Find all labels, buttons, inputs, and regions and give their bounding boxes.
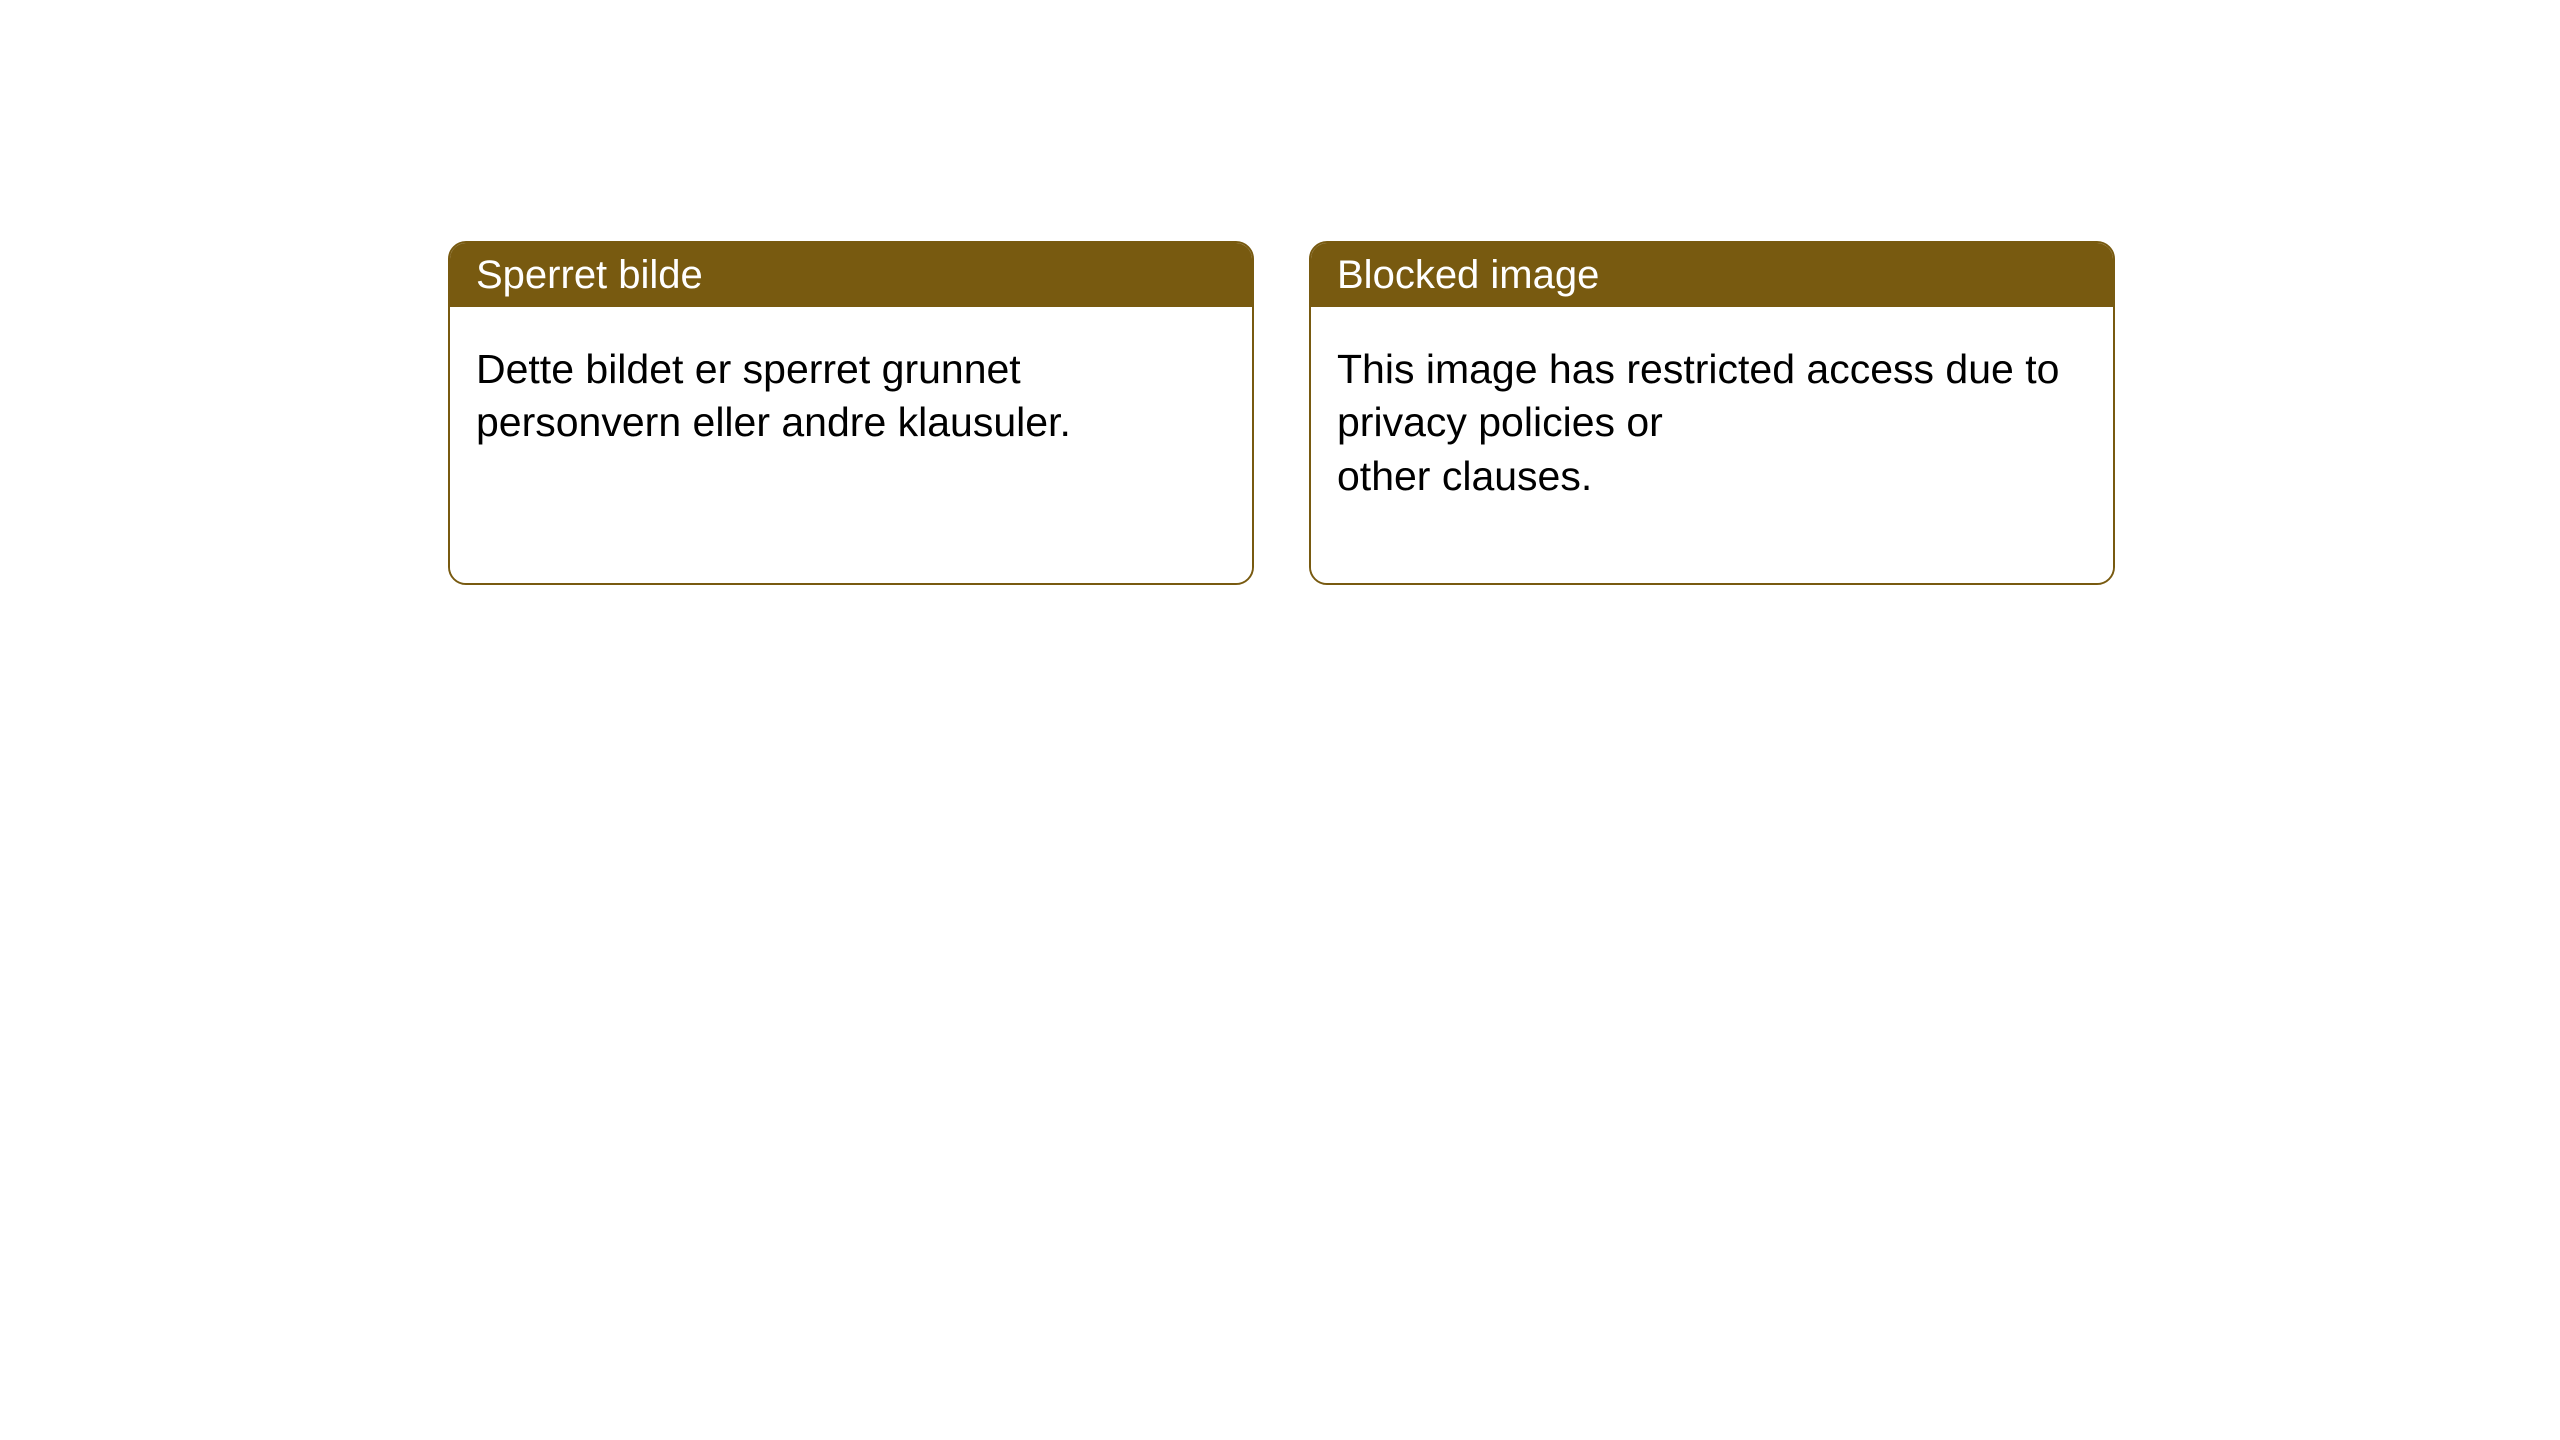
notice-card-title: Sperret bilde [476,253,703,297]
notice-card-header: Sperret bilde [450,243,1252,307]
notice-card-text: This image has restricted access due to … [1337,346,2059,499]
notice-cards-row: Sperret bilde Dette bildet er sperret gr… [448,241,2115,585]
notice-card-en: Blocked image This image has restricted … [1309,241,2115,585]
notice-card-title: Blocked image [1337,253,1599,297]
notice-card-body: This image has restricted access due to … [1311,307,2113,583]
notice-card-text: Dette bildet er sperret grunnet personve… [476,346,1071,445]
notice-card-no: Sperret bilde Dette bildet er sperret gr… [448,241,1254,585]
notice-card-body: Dette bildet er sperret grunnet personve… [450,307,1252,583]
notice-card-header: Blocked image [1311,243,2113,307]
